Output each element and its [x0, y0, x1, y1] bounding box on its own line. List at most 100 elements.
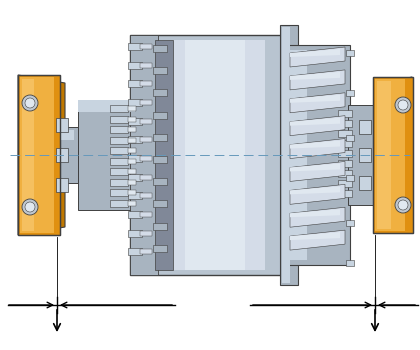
Bar: [128, 99, 142, 106]
Bar: [346, 135, 354, 141]
Ellipse shape: [22, 199, 38, 215]
Ellipse shape: [25, 202, 35, 212]
Bar: [140, 137, 152, 142]
Bar: [373, 77, 413, 233]
Bar: [110, 136, 128, 144]
Bar: [185, 40, 245, 270]
Ellipse shape: [22, 95, 38, 111]
Bar: [153, 178, 167, 185]
Bar: [140, 44, 152, 49]
Bar: [56, 118, 68, 132]
Bar: [20, 161, 400, 165]
Bar: [338, 140, 352, 147]
Polygon shape: [290, 184, 345, 204]
Bar: [128, 193, 142, 200]
Bar: [155, 40, 173, 270]
Ellipse shape: [395, 97, 411, 113]
Bar: [140, 81, 152, 86]
Bar: [338, 150, 352, 157]
Bar: [128, 138, 136, 142]
Bar: [153, 89, 167, 96]
Bar: [128, 106, 136, 111]
Bar: [110, 178, 128, 186]
Bar: [140, 156, 152, 161]
Bar: [128, 62, 142, 69]
Bar: [58, 127, 78, 183]
Bar: [348, 105, 375, 205]
Bar: [153, 67, 167, 74]
Polygon shape: [290, 209, 340, 217]
Bar: [110, 116, 128, 122]
Polygon shape: [290, 93, 345, 113]
Bar: [56, 148, 68, 162]
Bar: [153, 45, 167, 52]
Bar: [128, 118, 142, 125]
Bar: [56, 178, 68, 192]
Polygon shape: [290, 139, 345, 159]
Bar: [128, 159, 136, 163]
Bar: [110, 189, 128, 196]
Bar: [130, 35, 290, 275]
Polygon shape: [18, 75, 65, 235]
Bar: [346, 50, 354, 56]
Bar: [20, 145, 400, 150]
Bar: [285, 45, 350, 265]
Bar: [78, 100, 135, 112]
Bar: [140, 231, 152, 236]
Ellipse shape: [395, 197, 411, 213]
Bar: [373, 77, 413, 233]
Bar: [128, 201, 136, 205]
Bar: [128, 127, 136, 132]
Polygon shape: [290, 163, 340, 172]
Bar: [110, 126, 128, 133]
Bar: [346, 90, 354, 96]
Bar: [140, 249, 152, 254]
Bar: [153, 156, 167, 163]
Bar: [128, 148, 136, 153]
Bar: [128, 190, 136, 195]
Polygon shape: [290, 186, 340, 194]
Bar: [338, 170, 352, 177]
Polygon shape: [290, 207, 345, 227]
Bar: [128, 155, 142, 162]
Bar: [153, 223, 167, 230]
Bar: [282, 27, 290, 283]
Bar: [140, 175, 152, 180]
Polygon shape: [290, 70, 345, 90]
Bar: [346, 175, 354, 181]
Bar: [338, 180, 352, 187]
Bar: [153, 112, 167, 119]
Bar: [140, 119, 152, 124]
Bar: [128, 117, 136, 121]
Bar: [359, 176, 371, 190]
Bar: [22, 79, 34, 231]
Bar: [338, 190, 352, 197]
Polygon shape: [290, 72, 340, 80]
Bar: [128, 211, 142, 218]
Bar: [346, 220, 354, 226]
Bar: [338, 160, 352, 167]
Bar: [359, 148, 371, 162]
Bar: [338, 110, 352, 117]
Bar: [140, 212, 152, 217]
Polygon shape: [290, 118, 340, 126]
Bar: [128, 180, 136, 184]
Bar: [287, 50, 307, 260]
Bar: [20, 145, 400, 165]
Bar: [155, 40, 265, 270]
Bar: [338, 120, 352, 127]
Polygon shape: [290, 49, 340, 57]
Bar: [346, 260, 354, 266]
Ellipse shape: [398, 200, 408, 210]
Bar: [128, 248, 142, 256]
Bar: [60, 130, 74, 140]
Bar: [375, 79, 405, 231]
Bar: [128, 80, 142, 88]
Polygon shape: [290, 161, 345, 181]
Bar: [110, 105, 128, 112]
Ellipse shape: [25, 98, 35, 108]
Bar: [280, 25, 298, 285]
Bar: [338, 130, 352, 137]
Bar: [128, 136, 142, 144]
Bar: [78, 100, 135, 210]
